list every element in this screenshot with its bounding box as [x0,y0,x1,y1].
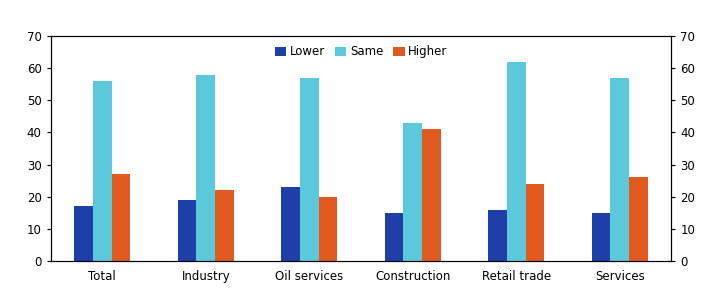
Bar [282,187,300,261]
Bar [422,129,440,261]
Bar [300,78,318,261]
Bar [592,213,610,261]
Bar [74,206,93,261]
Legend: Lower, Same, Higher: Lower, Same, Higher [271,42,451,62]
Bar [178,200,196,261]
Bar [507,62,526,261]
Bar [385,213,404,261]
Bar [488,210,507,261]
Bar [318,197,337,261]
Bar [93,81,112,261]
Bar [610,78,629,261]
Bar [629,177,648,261]
Bar [196,75,215,261]
Bar [404,123,422,261]
Bar [215,190,234,261]
Bar [112,174,130,261]
Bar [526,184,544,261]
